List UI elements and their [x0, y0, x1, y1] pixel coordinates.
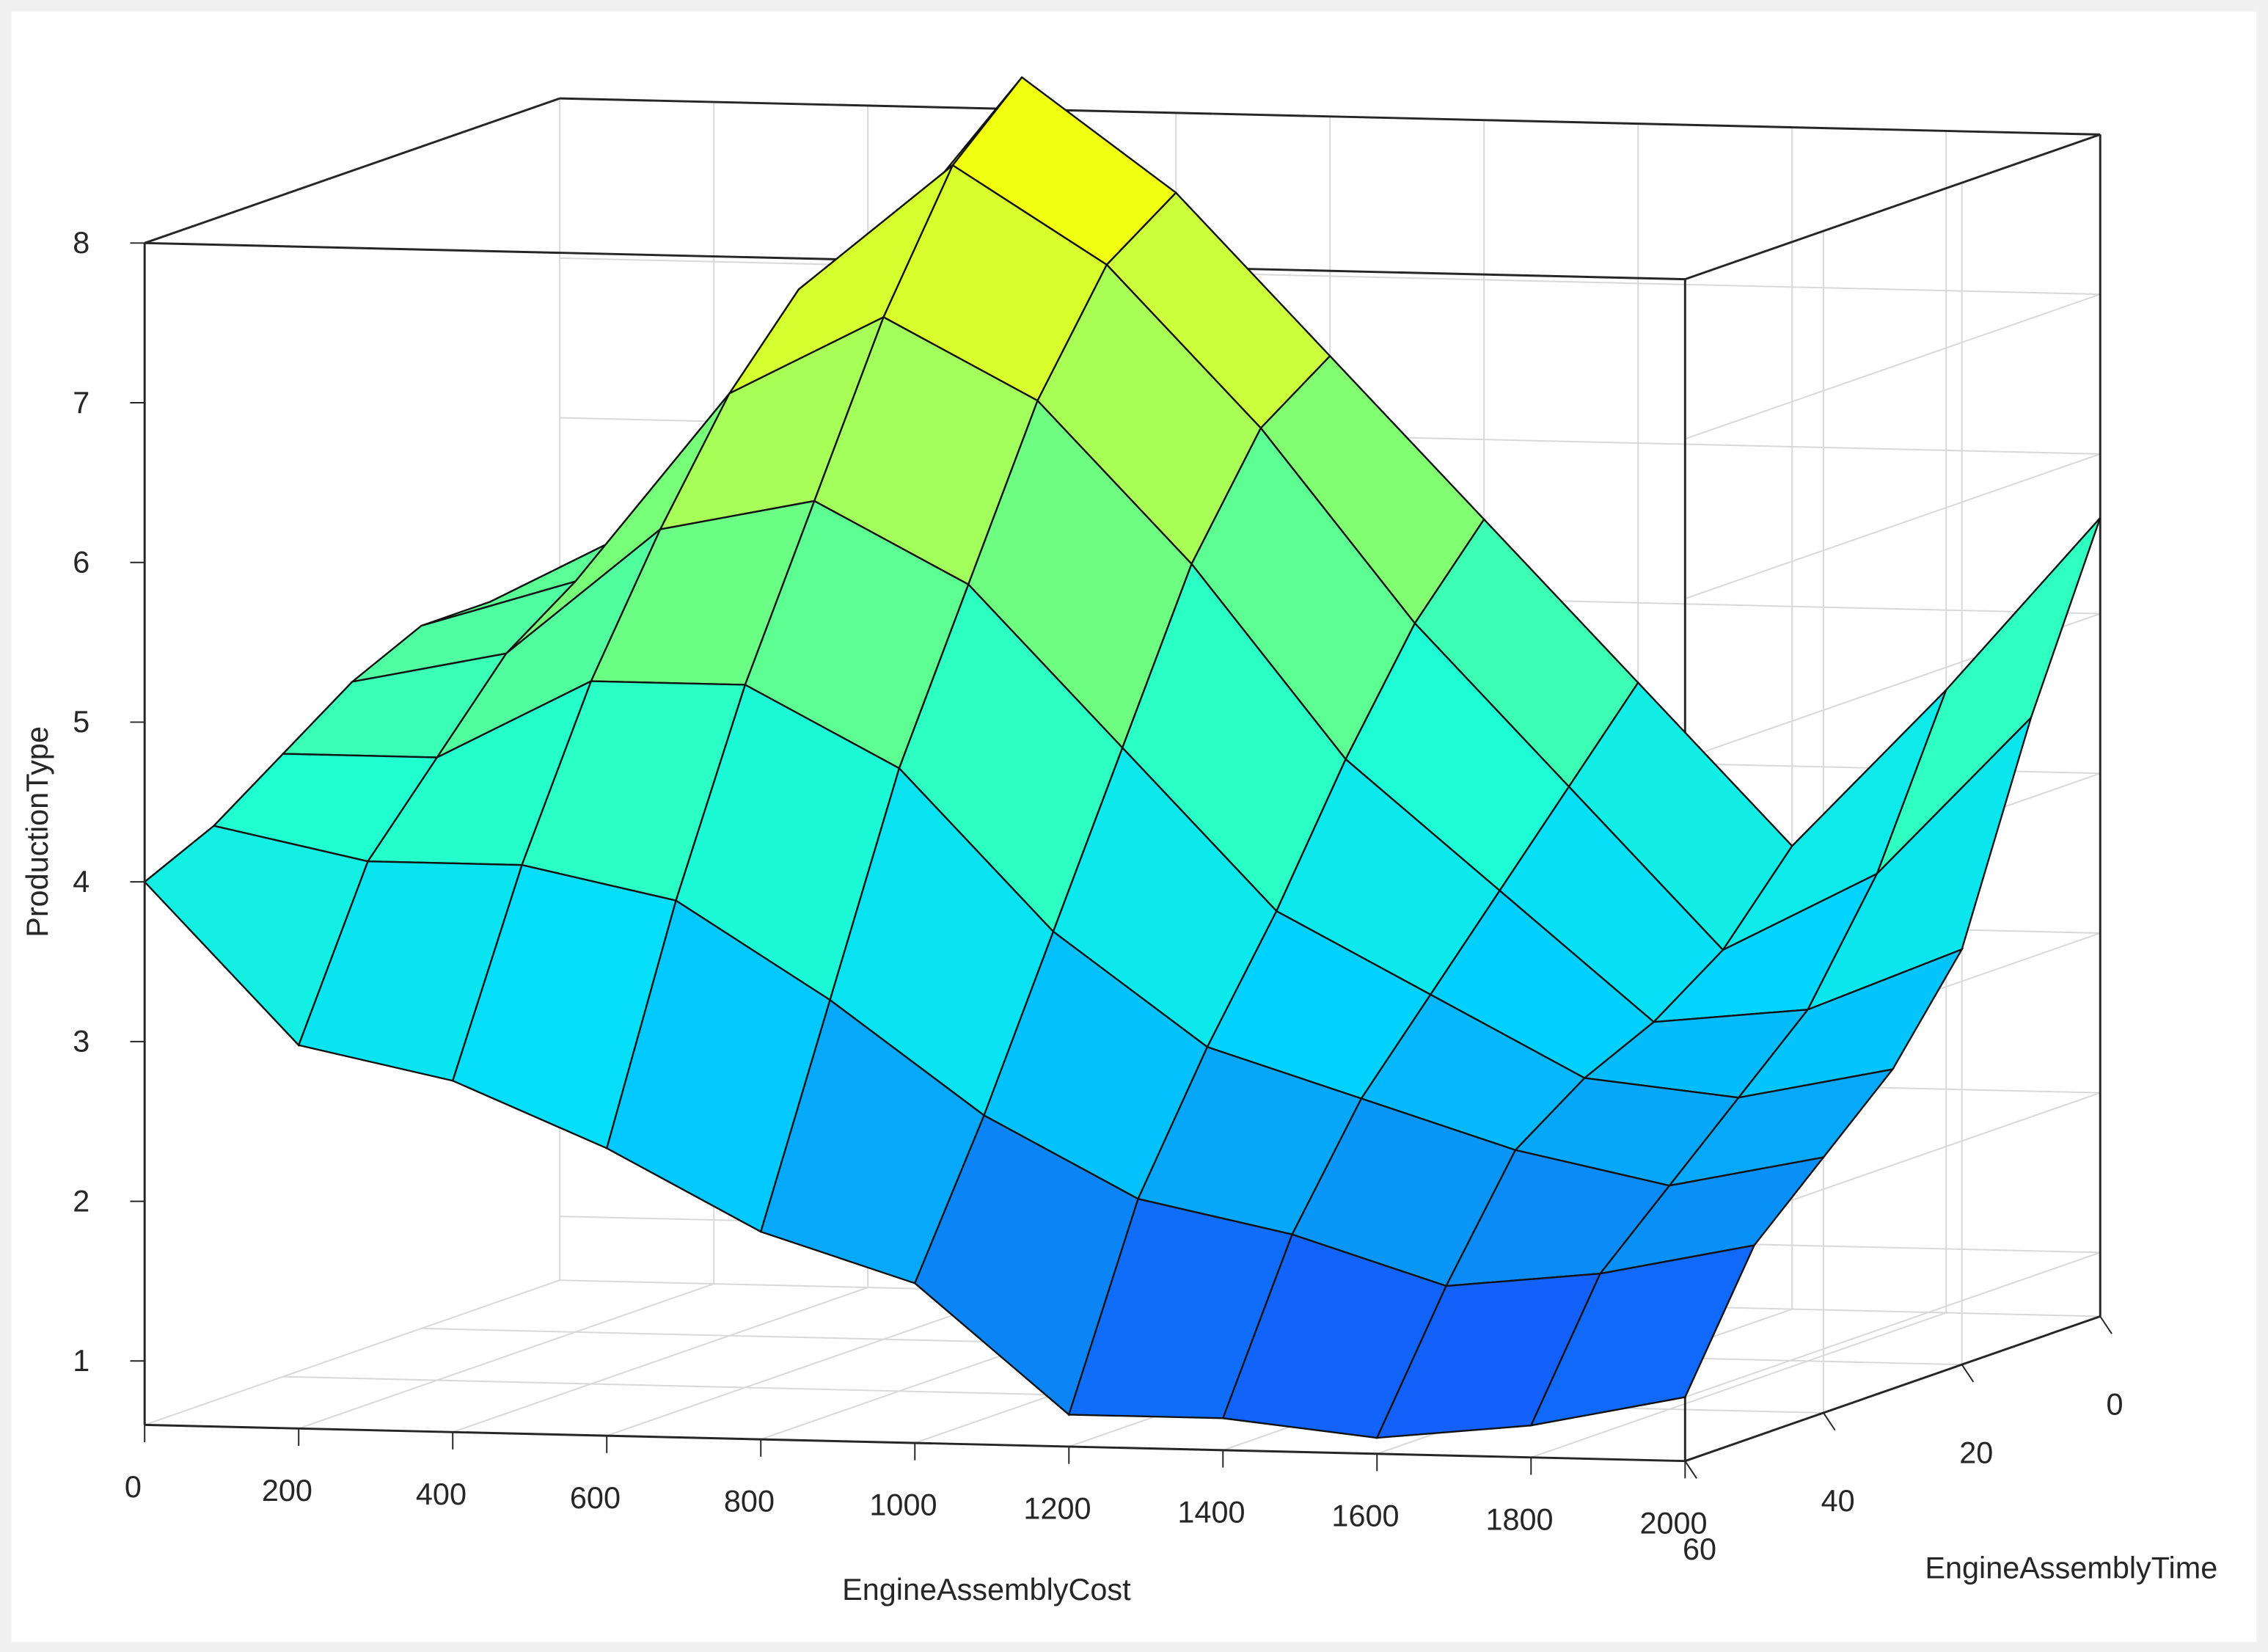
- grid-line: [560, 257, 2101, 296]
- y-tick-label: 0: [2106, 1388, 2123, 1422]
- tick-mark: [2099, 1315, 2112, 1334]
- grid-line: [1684, 453, 2101, 599]
- axis-edge: [1684, 134, 2101, 281]
- surface-cell: [1529, 1243, 1756, 1427]
- x-tick-label: 600: [570, 1481, 621, 1515]
- z-tick-label: 7: [73, 386, 89, 420]
- grid-line: [1684, 1251, 2101, 1398]
- z-tick-label: 4: [73, 865, 89, 899]
- tick-mark: [1684, 1461, 1697, 1479]
- x-tick-label: 1600: [1331, 1499, 1399, 1532]
- tick-mark: [1823, 1412, 1836, 1431]
- x-tick-label: 0: [125, 1470, 142, 1504]
- z-tick-label: 8: [73, 226, 89, 260]
- z-axis-label: ProductionType: [21, 726, 54, 938]
- x-tick-label: 1400: [1177, 1495, 1245, 1529]
- x-tick-label: 400: [416, 1477, 467, 1511]
- x-tick-label: 1000: [869, 1488, 937, 1522]
- y-axis-label: EngineAssemblyTime: [1925, 1551, 2217, 1585]
- z-tick-label: 3: [73, 1025, 89, 1059]
- y-tick-label: 60: [1683, 1532, 1716, 1566]
- z-tick-label: 2: [73, 1184, 89, 1218]
- z-tick-label: 5: [73, 705, 89, 739]
- x-tick-label: 2000: [1639, 1506, 1707, 1540]
- grid-line: [298, 1283, 714, 1430]
- x-axis-label: EngineAssemblyCost: [842, 1573, 1131, 1607]
- grid-line: [144, 1279, 560, 1426]
- axis-edge: [1684, 1315, 2101, 1463]
- x-tick-label: 200: [262, 1474, 312, 1507]
- grid-line: [1684, 293, 2101, 440]
- axis-edge: [560, 97, 2101, 136]
- grid-line: [452, 1287, 868, 1433]
- grid-line: [1530, 1312, 1947, 1458]
- tick-mark: [1961, 1364, 1975, 1383]
- z-tick-label: 6: [73, 546, 89, 580]
- axis-edge: [144, 97, 560, 244]
- x-tick-label: 800: [724, 1485, 775, 1518]
- y-tick-label: 40: [1821, 1484, 1855, 1518]
- y-tick-label: 20: [1959, 1436, 1993, 1469]
- x-tick-label: 1800: [1485, 1502, 1553, 1536]
- z-tick-label: 1: [73, 1344, 89, 1378]
- x-tick-label: 1200: [1023, 1492, 1091, 1526]
